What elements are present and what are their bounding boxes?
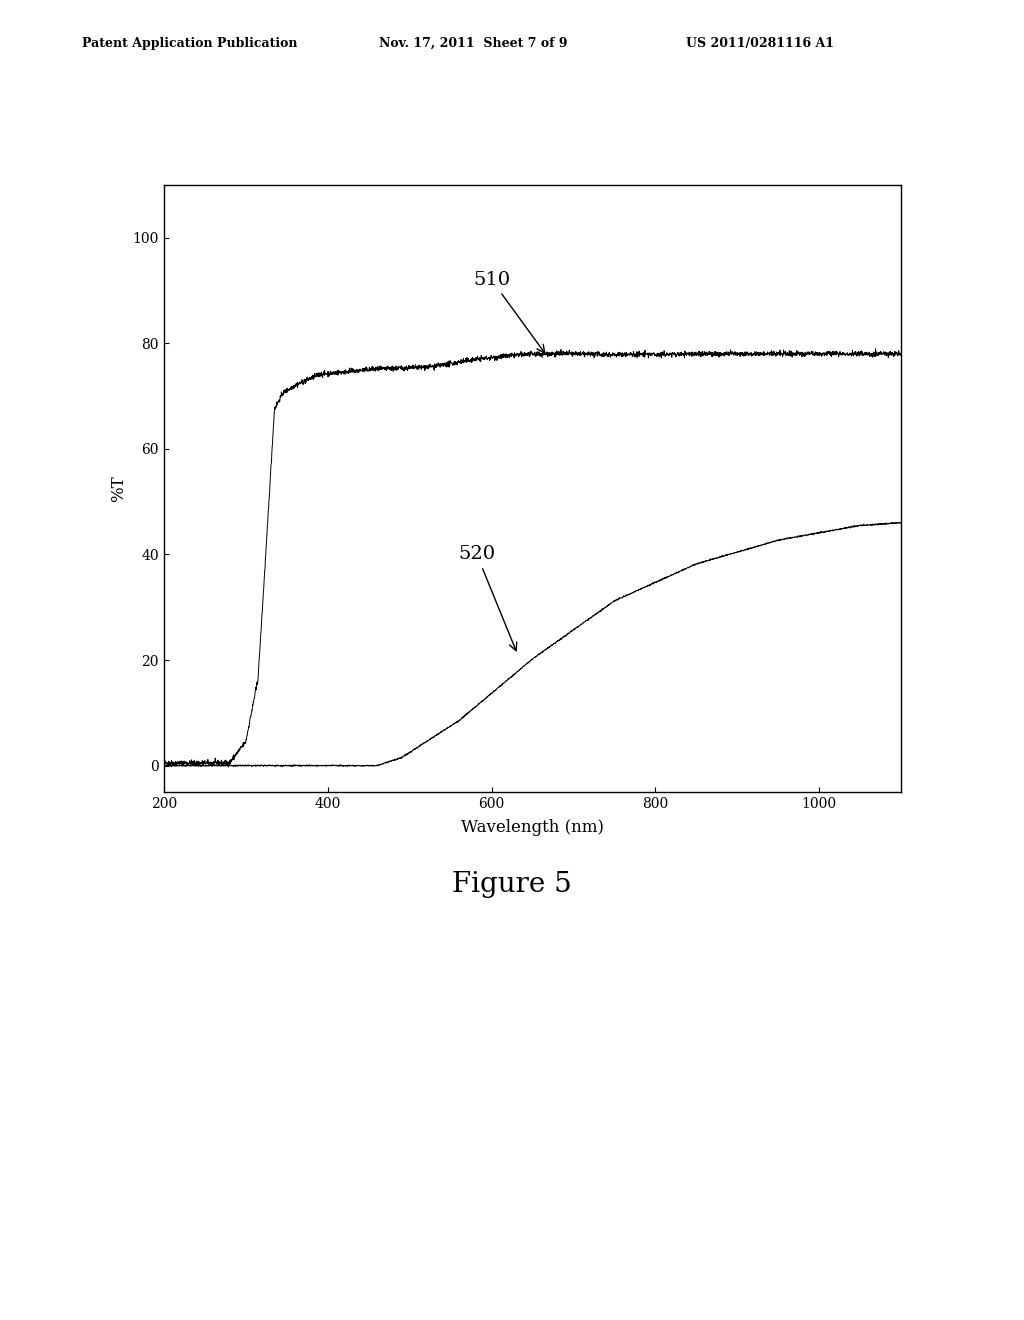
Text: 510: 510 (473, 271, 545, 352)
X-axis label: Wavelength (nm): Wavelength (nm) (461, 820, 604, 836)
Text: 520: 520 (458, 545, 517, 651)
Text: Nov. 17, 2011  Sheet 7 of 9: Nov. 17, 2011 Sheet 7 of 9 (379, 37, 567, 50)
Text: Patent Application Publication: Patent Application Publication (82, 37, 297, 50)
Y-axis label: %T: %T (110, 475, 127, 502)
Text: Figure 5: Figure 5 (453, 871, 571, 898)
Text: US 2011/0281116 A1: US 2011/0281116 A1 (686, 37, 835, 50)
